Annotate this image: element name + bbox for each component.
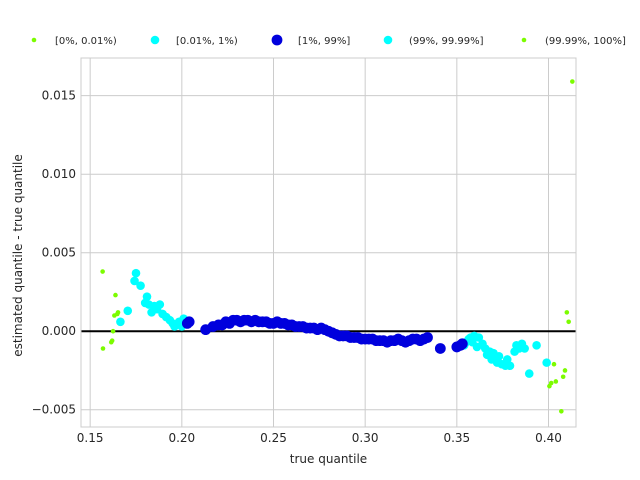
data-point: [551, 361, 557, 367]
series-0: [100, 79, 575, 414]
legend-marker: [150, 35, 160, 45]
data-point: [422, 332, 433, 343]
x-axis-label: true quantile: [290, 452, 367, 466]
legend-marker: [521, 37, 527, 43]
legend: [0%, 0.01%) [0.01%, 1%) [1%, 99%] (99%, 99.…: [31, 34, 626, 47]
data-point: [524, 369, 534, 378]
legend-label: (99.99%, 100%]: [545, 36, 626, 47]
legend-entry: [0%, 0.01%): [31, 36, 117, 47]
data-point: [560, 374, 566, 380]
series-2: [181, 314, 468, 354]
legend-marker: [383, 35, 393, 45]
y-tick-label: 0.000: [42, 324, 76, 338]
data-point: [562, 368, 568, 373]
data-point: [110, 328, 116, 334]
data-point: [532, 341, 541, 350]
data-point: [520, 344, 529, 353]
data-point: [123, 306, 133, 316]
data-point: [548, 380, 554, 386]
data-points: [100, 79, 575, 414]
data-point: [564, 310, 570, 315]
legend-label: (99%, 99.99%]: [409, 36, 484, 47]
data-point: [474, 333, 484, 342]
data-point: [542, 358, 551, 367]
y-tick-label: 0.015: [42, 89, 76, 103]
legend-label: [1%, 99%]: [298, 36, 350, 47]
y-tick-label: 0.010: [42, 167, 76, 181]
data-point: [100, 346, 106, 351]
data-point: [434, 343, 446, 354]
data-point: [566, 319, 571, 325]
x-tick-label: 0.20: [168, 431, 195, 445]
x-tick-label: 0.15: [77, 431, 104, 445]
data-point: [113, 292, 118, 298]
data-point: [116, 317, 125, 327]
data-point: [155, 300, 165, 309]
legend-entry: [0.01%, 1%): [150, 35, 238, 47]
data-point: [570, 79, 575, 84]
legend-label: [0%, 0.01%): [55, 36, 117, 47]
legend-entry: [1%, 99%]: [271, 34, 350, 47]
data-point: [183, 316, 195, 328]
y-tick-label: −0.005: [32, 403, 76, 417]
legend-marker: [271, 34, 283, 46]
data-point: [494, 352, 504, 361]
data-point: [115, 310, 121, 315]
data-point: [456, 338, 468, 350]
data-point: [559, 409, 564, 414]
data-point: [553, 379, 559, 384]
legend-label: [0.01%, 1%): [176, 36, 238, 47]
y-tick-label: 0.005: [42, 246, 76, 260]
plot-frame: [80, 57, 577, 428]
legend-entry: (99%, 99.99%]: [383, 35, 484, 47]
data-point: [130, 276, 139, 286]
series-1: [116, 268, 551, 378]
y-tick-labels: −0.005 0.000 0.005 0.010 0.015: [32, 89, 76, 417]
data-point: [142, 292, 152, 301]
data-point: [136, 281, 145, 290]
x-tick-labels: 0.15 0.20 0.25 0.30 0.35 0.40: [77, 431, 562, 445]
legend-entry: (99.99%, 100%]: [521, 36, 626, 47]
data-point: [100, 269, 105, 274]
x-tick-label: 0.40: [535, 431, 562, 445]
x-tick-label: 0.30: [352, 431, 379, 445]
data-point: [505, 361, 515, 371]
x-tick-label: 0.25: [260, 431, 287, 445]
data-point: [131, 268, 141, 278]
data-point: [109, 338, 115, 343]
x-tick-label: 0.35: [443, 431, 470, 445]
plot-area: [81, 58, 576, 427]
y-axis-label: estimated quantile - true quantile: [11, 154, 25, 357]
legend-marker: [31, 37, 37, 43]
